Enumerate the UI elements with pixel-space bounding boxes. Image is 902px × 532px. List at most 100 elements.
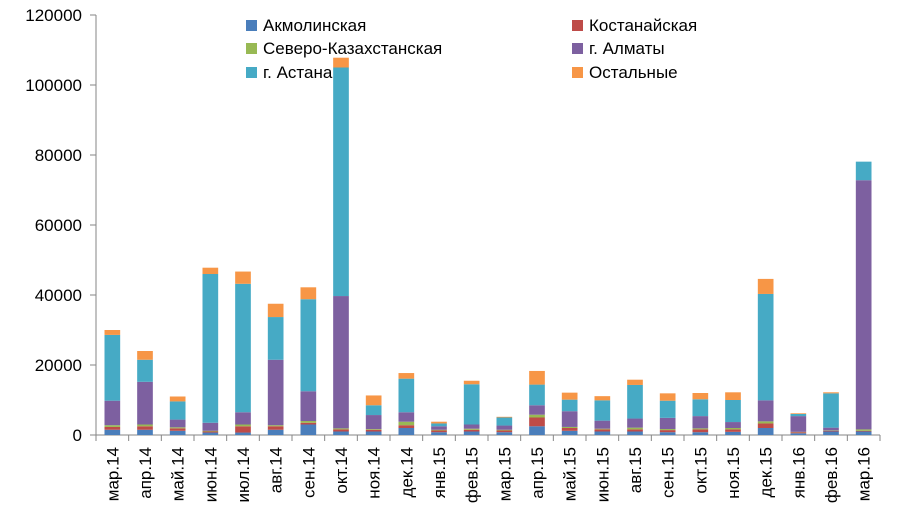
bar-segment-4-май.14 [170,420,186,428]
bar-segment-2-дек.14 [398,425,414,428]
bar-segment-3-окт.15 [692,428,708,429]
bar-segment-4-май.15 [562,411,578,427]
bar-segment-6-июн.15 [594,396,610,400]
legend-swatch [572,43,583,54]
x-tick-label: сен.15 [659,447,678,498]
bar-segment-4-фев.15 [464,425,480,429]
bar-segment-6-июл.14 [235,272,251,284]
bar-segment-3-май.14 [170,427,186,428]
bar-segment-4-июн.15 [594,421,610,429]
bar-segment-6-окт.14 [333,58,349,68]
bar-segment-4-апр.15 [529,405,545,414]
bar-segment-3-ноя.14 [366,429,382,430]
bar-segment-6-ноя.14 [366,395,382,405]
legend-label: Северо-Казахстанская [263,39,442,58]
x-tick-label: май.14 [169,447,188,501]
bar-segment-1-май.14 [170,431,186,435]
bar-segment-1-мар.14 [104,430,120,435]
legend-swatch [246,43,257,54]
bar-segment-2-янв.15 [431,430,447,432]
bar-segment-5-июл.14 [235,284,251,412]
bar-segment-5-янв.15 [431,423,447,426]
bar-segment-6-апр.14 [137,351,153,360]
bar-segment-6-дек.15 [758,279,774,294]
bar-segment-5-ноя.14 [366,405,382,415]
bar-segment-2-апр.15 [529,418,545,427]
bar-segment-4-апр.14 [137,382,153,425]
bar-segment-3-авг.14 [268,425,284,426]
bar-segment-2-май.15 [562,428,578,431]
bar-segment-6-май.15 [562,393,578,400]
bar-segment-6-мар.14 [104,330,120,335]
bar-segment-2-дек.15 [758,423,774,428]
bar-segment-5-фев.15 [464,384,480,424]
bar-segment-3-мар.14 [104,425,120,427]
bar-segment-2-июн.14 [202,432,218,433]
bar-segment-3-авг.15 [627,428,643,430]
legend-item: Акмолинская [246,16,366,35]
legend-label: Костанайская [589,16,697,35]
x-tick-label: мар.16 [855,447,874,501]
y-tick-label: 20000 [35,356,82,375]
bar-segment-4-сен.14 [300,391,316,421]
bar-segment-5-май.14 [170,401,186,419]
bar-segment-3-июн.15 [594,429,610,430]
bar-segment-5-фев.16 [823,393,839,427]
bar-segment-2-сен.14 [300,423,316,425]
bar-segment-1-фев.15 [464,432,480,436]
y-tick-label: 0 [73,426,82,445]
bar-segment-2-янв.16 [790,432,806,433]
bar-segment-5-апр.14 [137,360,153,382]
bar-segment-5-июн.14 [202,274,218,423]
legend-item: Остальные [572,63,678,82]
bar-segment-1-мар.16 [856,432,872,436]
x-tick-label: сен.14 [299,447,318,498]
bar-segment-5-янв.16 [790,414,806,416]
y-tick-label: 80000 [35,146,82,165]
x-tick-label: апр.14 [136,447,155,499]
x-tick-label: авг.15 [626,447,645,493]
bar-segment-4-мар.14 [104,401,120,426]
x-tick-label: май.15 [561,447,580,501]
legend-label: г. Алматы [589,39,665,58]
y-tick-label: 60000 [35,216,82,235]
bar-segment-1-янв.15 [431,432,447,435]
y-tick-label: 120000 [25,6,82,25]
y-tick-label: 40000 [35,286,82,305]
x-tick-label: окт.15 [691,447,710,494]
bar-segment-1-апр.15 [529,426,545,435]
bar-segment-5-мар.15 [496,418,512,426]
bar-segment-6-авг.15 [627,380,643,385]
bar-segment-2-май.14 [170,428,186,430]
bar-segment-3-мар.16 [856,429,872,430]
bar-segment-2-июл.14 [235,426,251,432]
legend-label: г. Астана [263,63,333,82]
bar-segment-6-янв.16 [790,413,806,414]
bar-segment-6-окт.15 [692,393,708,399]
bar-segment-1-окт.14 [333,432,349,436]
bar-segment-3-июл.14 [235,425,251,427]
bar-segment-3-сен.14 [300,421,316,423]
bar-segment-2-окт.15 [692,429,708,432]
bar-segment-1-июн.14 [202,433,218,435]
bar-segment-1-апр.14 [137,430,153,435]
bar-segment-6-апр.15 [529,371,545,385]
bar-segment-3-июн.14 [202,431,218,432]
bar-segment-3-апр.14 [137,425,153,427]
bar-segment-3-окт.14 [333,428,349,429]
bar-segment-6-мар.15 [496,417,512,418]
bar-segment-1-июн.15 [594,432,610,436]
bar-segment-1-фев.16 [823,432,839,436]
x-tick-label: мар.15 [495,447,514,501]
bar-segment-1-дек.15 [758,428,774,435]
bar-segment-4-ноя.14 [366,415,382,429]
bar-segment-1-янв.16 [790,433,806,435]
bar-segment-1-июл.14 [235,433,251,435]
bar-segment-1-дек.14 [398,428,414,435]
bar-segment-6-дек.14 [398,373,414,379]
bar-segment-2-ноя.14 [366,430,382,432]
bar-segment-1-авг.15 [627,432,643,436]
bar-segment-2-авг.14 [268,426,284,430]
legend-swatch [246,67,257,78]
